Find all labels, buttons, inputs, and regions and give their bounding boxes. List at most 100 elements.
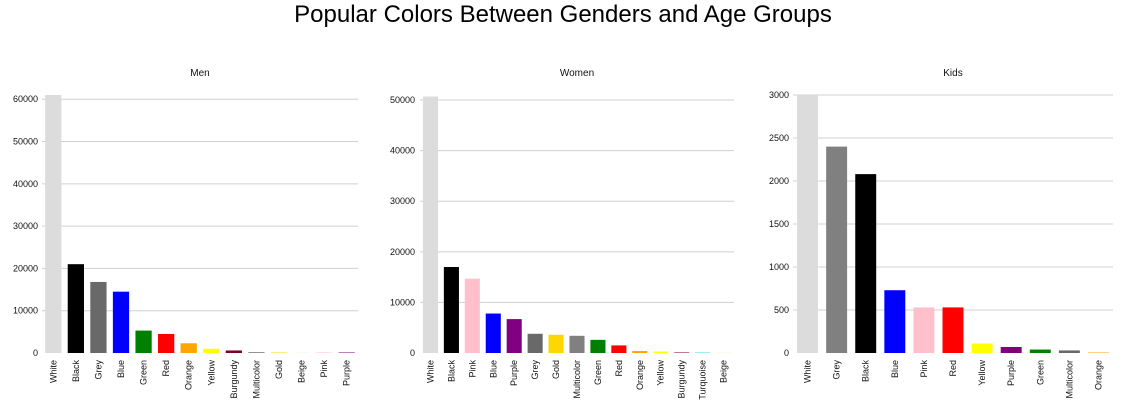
- bar-purple: [506, 319, 522, 353]
- y-tick-label: 0: [33, 348, 38, 358]
- x-tick-label: Green: [139, 360, 149, 385]
- x-tick-label: Green: [1035, 360, 1045, 385]
- y-tick-label: 0: [410, 348, 415, 358]
- bar-green: [1029, 349, 1051, 353]
- x-tick-label: Multicolor: [251, 360, 261, 399]
- chart-panel-women: 0 10000 20000 30000 40000 50000 Women White Blac…: [390, 68, 734, 400]
- x-tick-label: Purple: [509, 360, 519, 386]
- y-tick-label: 20000: [390, 247, 415, 257]
- y-tick-label: 20000: [13, 263, 38, 273]
- bar-blue: [112, 291, 130, 353]
- bar-grey: [527, 333, 543, 353]
- y-tick-label: 50000: [13, 137, 38, 147]
- x-tick-label: Black: [71, 360, 81, 383]
- x-tick-label: Black: [861, 360, 871, 383]
- bar-red: [942, 307, 964, 353]
- x-tick-label: Purple: [342, 360, 352, 386]
- bar-pink: [464, 278, 480, 353]
- bar-beige: [715, 352, 732, 353]
- y-tick-label: 500: [774, 305, 789, 315]
- y-tick-label: 0: [784, 348, 789, 358]
- bar-pink: [316, 352, 333, 353]
- x-tick-label: Purple: [1006, 360, 1016, 386]
- y-tick-label: 40000: [390, 146, 415, 156]
- y-tick-label: 10000: [13, 306, 38, 316]
- x-tick-label: Gold: [274, 360, 284, 379]
- bar-red: [158, 333, 175, 353]
- bar-gold: [548, 334, 564, 353]
- y-tick-label: 50000: [390, 95, 415, 105]
- bar-black: [855, 174, 877, 353]
- bar-burgundy: [225, 350, 242, 353]
- x-tick-label: Grey: [530, 360, 540, 380]
- y-tick-label: 40000: [13, 179, 38, 189]
- y-tick-label: 30000: [390, 196, 415, 206]
- y-tick-label: 10000: [390, 297, 415, 307]
- bar-blue: [485, 313, 501, 353]
- x-tick-label: White: [425, 360, 435, 383]
- bar-multicolor: [1058, 350, 1080, 353]
- bar-white: [797, 95, 819, 353]
- x-tick-label: Grey: [93, 360, 103, 380]
- y-tick-label: 60000: [13, 94, 38, 104]
- bar-grey: [90, 281, 107, 353]
- bar-yellow: [653, 351, 669, 353]
- chart-panel-kids: 0 500 1000 1500 2000 2500 3000 Kids White Grey Bla…: [769, 68, 1113, 399]
- bar-orange: [1087, 352, 1109, 353]
- y-tick-label: 1000: [769, 262, 789, 272]
- chart-panel-men: 0 10000 20000 30000 40000 50000 60000 Men White B…: [13, 68, 358, 399]
- y-tick-label: 2500: [769, 133, 789, 143]
- x-tick-label: Burgundy: [677, 360, 687, 399]
- x-tick-label: Multicolor: [1064, 360, 1074, 399]
- x-tick-label: Pink: [319, 360, 329, 378]
- x-tick-label: White: [803, 360, 813, 383]
- x-tick-label: Pink: [467, 360, 477, 378]
- bar-green: [135, 330, 152, 353]
- bar-yellow: [971, 343, 993, 353]
- bar-multicolor: [248, 352, 265, 353]
- bar-turquoise: [695, 352, 711, 353]
- x-tick-label: Red: [948, 360, 958, 377]
- bar-purple: [338, 352, 355, 353]
- x-tick-label: Blue: [890, 360, 900, 378]
- y-tick-label: 3000: [769, 90, 789, 100]
- x-tick-label: Beige: [719, 360, 729, 383]
- x-tick-label: Black: [446, 360, 456, 383]
- bar-burgundy: [674, 352, 690, 353]
- bar-purple: [1000, 346, 1022, 353]
- bar-green: [590, 339, 606, 353]
- bar-beige: [293, 352, 310, 353]
- x-tick-label: Orange: [635, 360, 645, 390]
- x-tick-label: Blue: [116, 360, 126, 378]
- x-tick-label: Orange: [1093, 360, 1103, 390]
- panel-title: Men: [190, 68, 209, 79]
- y-tick-label: 2000: [769, 176, 789, 186]
- bar-black: [67, 264, 84, 353]
- x-tick-label: Blue: [488, 360, 498, 378]
- bar-orange: [180, 343, 197, 353]
- panel-title: Kids: [943, 68, 962, 79]
- x-tick-label: Burgundy: [229, 360, 239, 399]
- bar-orange: [632, 350, 648, 353]
- x-tick-label: Grey: [832, 360, 842, 380]
- x-tick-label: White: [48, 360, 58, 383]
- figure-title: Popular Colors Between Genders and Age G…: [294, 1, 832, 28]
- x-tick-label: Multicolor: [572, 360, 582, 399]
- x-tick-label: Yellow: [977, 360, 987, 386]
- bar-red: [611, 345, 627, 353]
- x-tick-label: Red: [614, 360, 624, 377]
- bar-grey: [826, 146, 848, 353]
- bar-white: [45, 95, 62, 353]
- x-tick-label: Yellow: [206, 360, 216, 386]
- x-tick-label: Orange: [184, 360, 194, 390]
- x-tick-label: Red: [161, 360, 171, 377]
- x-tick-label: Pink: [919, 360, 929, 378]
- bar-pink: [913, 307, 935, 353]
- bar-blue: [884, 290, 906, 353]
- bar-white: [422, 96, 439, 354]
- bar-multicolor: [569, 335, 585, 353]
- bar-yellow: [203, 348, 220, 353]
- x-tick-label: Green: [593, 360, 603, 385]
- panel-title: Women: [560, 68, 594, 79]
